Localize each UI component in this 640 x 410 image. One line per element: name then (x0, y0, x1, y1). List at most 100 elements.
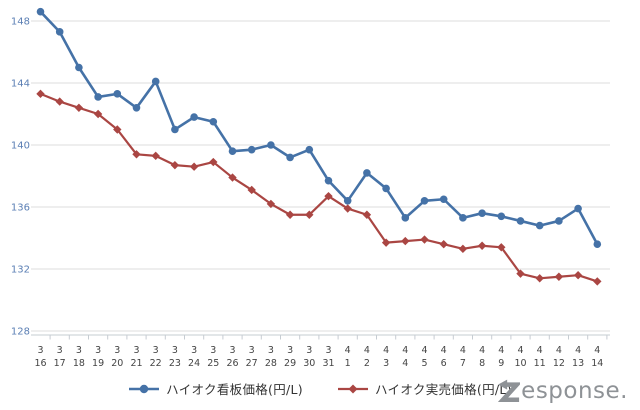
x-axis-label-month: 3 (229, 345, 235, 356)
data-point-actual (132, 150, 141, 159)
x-axis-label-month: 3 (287, 345, 293, 356)
x-axis-label-day: 31 (322, 358, 334, 369)
x-axis-label-month: 4 (345, 345, 351, 356)
x-axis-label-month: 3 (57, 345, 63, 356)
y-axis-label: 148 (11, 17, 30, 28)
data-point-signboard (535, 221, 544, 230)
x-axis-label-day: 6 (441, 358, 447, 369)
x-axis-label-day: 24 (188, 358, 200, 369)
y-axis-label: 132 (11, 265, 30, 276)
x-axis-label-day: 30 (303, 358, 315, 369)
data-point-actual (228, 173, 237, 182)
x-axis-label-month: 3 (114, 345, 120, 356)
x-axis-label-month: 4 (364, 345, 370, 356)
x-axis-label-day: 25 (207, 358, 219, 369)
x-axis-label-month: 4 (498, 345, 504, 356)
data-point-signboard (209, 117, 218, 126)
data-point-signboard (94, 93, 102, 101)
data-point-signboard (75, 63, 83, 72)
x-axis-label-day: 13 (572, 358, 584, 369)
response-logo-r-icon (498, 379, 521, 402)
chart-legend: ハイオク看板価格(円/L) ハイオク実売価格(円/L) (0, 379, 640, 398)
data-point-actual (36, 89, 45, 99)
data-point-actual (401, 236, 410, 246)
x-axis-label-day: 5 (421, 358, 427, 369)
x-axis-label-month: 4 (421, 345, 427, 356)
x-axis-label-day: 20 (111, 358, 123, 369)
x-axis-label-month: 4 (460, 345, 466, 356)
legend-marker-actual-icon (338, 384, 368, 393)
x-axis-label-month: 3 (325, 345, 331, 356)
data-point-actual (593, 277, 602, 286)
data-point-actual (381, 238, 391, 247)
data-point-signboard (516, 217, 525, 225)
data-point-actual (266, 199, 276, 209)
x-axis-label-month: 4 (479, 345, 485, 356)
data-point-actual (439, 240, 448, 249)
x-axis-label-day: 23 (169, 358, 181, 369)
x-axis-label-day: 7 (460, 358, 466, 369)
x-axis-label-month: 3 (191, 345, 197, 356)
x-axis-label-day: 21 (130, 358, 142, 369)
x-axis-label-month: 4 (517, 345, 523, 356)
x-axis-label-day: 11 (534, 358, 546, 369)
data-point-signboard (382, 184, 390, 193)
data-point-actual (305, 210, 314, 219)
data-point-actual (324, 191, 333, 201)
x-axis-label-month: 3 (268, 345, 274, 356)
data-point-actual (247, 185, 256, 195)
x-axis-label-month: 4 (594, 345, 600, 356)
legend-item-actual: ハイオク実売価格(円/L) (337, 379, 512, 398)
data-point-signboard (151, 77, 160, 86)
x-axis-label-day: 4 (402, 358, 408, 369)
data-point-actual (477, 241, 487, 250)
data-point-actual (209, 157, 218, 167)
x-axis-label-day: 26 (226, 358, 238, 369)
x-axis-label-month: 3 (210, 345, 216, 356)
response-watermark: esponse. (498, 378, 628, 404)
data-point-signboard (324, 176, 333, 185)
watermark-text: esponse. (521, 378, 628, 404)
x-axis-label-month: 4 (556, 345, 562, 356)
data-point-signboard (439, 195, 448, 204)
x-axis-label-day: 22 (150, 358, 162, 369)
x-axis-label-day: 29 (284, 358, 296, 369)
data-point-actual (55, 97, 64, 106)
x-axis-label-day: 27 (246, 358, 258, 369)
series-line-signboard (39, 10, 599, 246)
data-point-actual (573, 271, 583, 280)
x-axis-label-month: 3 (95, 345, 101, 356)
data-point-actual (420, 235, 429, 244)
data-point-signboard (593, 240, 602, 248)
data-point-signboard (497, 212, 506, 221)
data-point-actual (170, 160, 180, 170)
data-point-signboard (555, 217, 563, 225)
legend-label-signboard: ハイオク看板価格(円/L) (166, 382, 303, 397)
x-axis-label-day: 19 (92, 358, 104, 369)
x-axis-label-day: 9 (498, 358, 504, 369)
data-point-signboard (363, 169, 371, 177)
series-line-actual (39, 92, 599, 283)
data-point-actual (362, 210, 372, 219)
x-axis-label-day: 3 (383, 358, 389, 369)
data-point-actual (554, 272, 564, 281)
x-axis-label-month: 3 (37, 345, 43, 356)
data-point-actual (74, 103, 84, 112)
data-point-actual (189, 162, 199, 171)
x-axis-label-month: 3 (76, 345, 82, 356)
y-axis-label: 128 (11, 327, 30, 338)
x-axis-label-month: 4 (441, 345, 447, 356)
data-point-signboard (459, 214, 467, 222)
data-point-signboard (401, 214, 410, 222)
data-point-actual (497, 243, 506, 252)
x-axis-label-day: 18 (73, 358, 85, 369)
x-axis-label-day: 28 (265, 358, 277, 369)
x-axis-label-month: 4 (537, 345, 543, 356)
x-axis-label-month: 3 (133, 345, 139, 356)
data-point-signboard (190, 113, 198, 121)
legend-label-actual: ハイオク実売価格(円/L) (375, 382, 512, 397)
x-axis-label-day: 12 (553, 358, 565, 369)
data-point-actual (516, 269, 525, 278)
data-point-signboard (113, 90, 122, 98)
